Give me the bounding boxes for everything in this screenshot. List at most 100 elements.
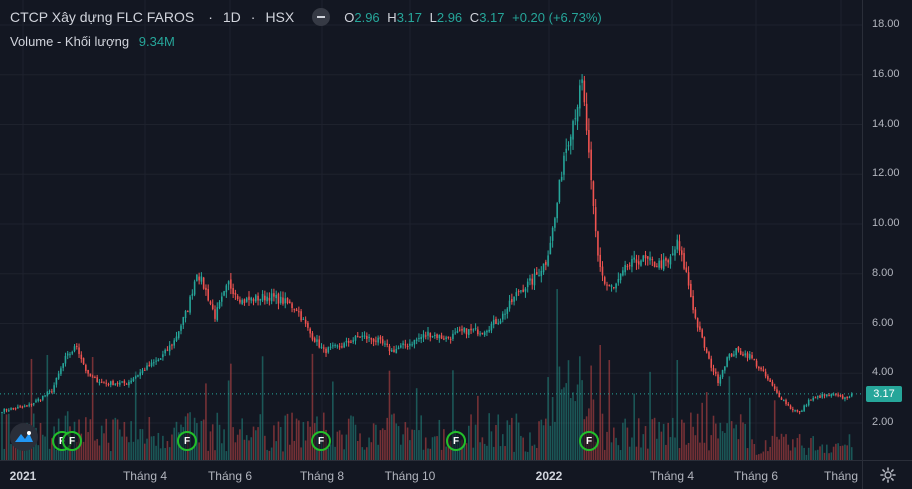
volume-bar [579, 356, 581, 460]
price-chart[interactable] [0, 0, 862, 460]
candle-body [171, 344, 173, 346]
candle-body [243, 299, 246, 304]
volume-bar [445, 446, 447, 460]
candle-body [436, 334, 438, 338]
volume-bar [483, 443, 486, 460]
candle-body [583, 80, 586, 103]
candle-body [508, 300, 511, 309]
volume-bar [46, 355, 49, 460]
candle-body [656, 266, 658, 268]
volume-bar [685, 444, 688, 460]
volume-bar [846, 445, 848, 460]
volume-bar [418, 430, 420, 460]
volume-bar [130, 421, 132, 460]
tradingview-logo-icon[interactable] [10, 423, 38, 451]
candle-body [94, 376, 96, 378]
candle-body [835, 393, 837, 395]
candle-body [717, 374, 719, 384]
volume-bar [60, 450, 62, 460]
volume-bar [438, 419, 441, 460]
volume-bar [687, 442, 690, 460]
candle-body [55, 377, 58, 385]
volume-bar [467, 425, 470, 460]
volume-legend[interactable]: Volume - Khối lượng 9.34M [10, 34, 175, 49]
candle-body [780, 397, 783, 400]
candle-body [39, 399, 42, 401]
volume-bar [662, 423, 665, 460]
candle-body [844, 397, 846, 400]
volume-bar [202, 419, 205, 460]
volume-bar [787, 444, 790, 460]
candle-body [336, 345, 339, 347]
candle-body [286, 297, 289, 304]
volume-bar [345, 434, 348, 460]
volume-bar [91, 357, 94, 460]
candle-body [848, 396, 851, 398]
candle-body [406, 346, 409, 348]
volume-bar [230, 363, 232, 460]
volume-bar [529, 432, 531, 460]
candle-body [157, 359, 160, 362]
gear-icon[interactable] [862, 460, 912, 489]
price-axis[interactable]: 18.00 16.00 14.00 12.00 10.00 8.00 6.00 4.00 2.0… [862, 0, 912, 460]
candle-body [85, 364, 87, 371]
candle-body [143, 369, 146, 371]
volume-bar [726, 423, 728, 460]
volume-bar [511, 417, 513, 460]
volume-bar [307, 421, 309, 460]
candle-body [98, 382, 101, 384]
volume-bar [291, 412, 293, 460]
candle-body [572, 121, 574, 140]
candle-body [214, 309, 216, 319]
volume-bar [660, 431, 663, 460]
chart-pane[interactable] [0, 0, 862, 460]
volume-bar [792, 439, 794, 460]
candle-body [202, 277, 205, 289]
volume-bar [350, 415, 352, 460]
candle-body [832, 394, 835, 396]
candle-body [850, 393, 853, 397]
candle-body [452, 333, 454, 339]
event-marker[interactable]: F [62, 431, 82, 451]
candle-body [497, 322, 500, 324]
volume-bar [134, 371, 137, 460]
candle-body [506, 308, 509, 314]
candle-body [431, 336, 434, 338]
volume-bar [379, 430, 382, 460]
minus-icon[interactable] [312, 8, 331, 26]
candle-body [227, 281, 230, 285]
candle-body [823, 394, 826, 396]
timeframe[interactable]: 1D [222, 9, 241, 25]
candle-body [458, 329, 461, 331]
volume-bar [8, 413, 10, 460]
candle-body [474, 328, 477, 330]
event-marker[interactable]: F [311, 431, 331, 451]
volume-bar [812, 436, 815, 460]
event-marker[interactable]: F [177, 431, 197, 451]
volume-bar [486, 445, 488, 460]
candle-body [146, 365, 148, 370]
event-marker[interactable]: F [579, 431, 599, 451]
volume-bar [651, 419, 654, 460]
volume-bar [94, 440, 96, 460]
volume-bar [710, 435, 713, 460]
candle-body [46, 391, 49, 396]
event-marker[interactable]: F [446, 431, 466, 451]
candle-body [526, 281, 529, 288]
candle-body [370, 337, 373, 340]
candle-body [760, 367, 762, 370]
volume-bar [14, 446, 17, 460]
candle-body [574, 118, 577, 120]
time-axis[interactable]: 2021 Tháng 4 Tháng 6 Tháng 8 Tháng 10 2022 Thá… [0, 460, 862, 489]
volume-bar [266, 449, 268, 460]
volume-bar [599, 345, 602, 460]
candle-body [232, 288, 234, 294]
candle-body [488, 329, 490, 332]
candle-body [415, 339, 418, 341]
candle-body [846, 396, 848, 399]
candle-body [710, 358, 713, 368]
symbol-name[interactable]: CTCP Xây dựng FLC FAROS [10, 9, 195, 25]
volume-bar [162, 435, 164, 460]
volume-bar [293, 440, 296, 460]
candle-body [372, 338, 375, 342]
